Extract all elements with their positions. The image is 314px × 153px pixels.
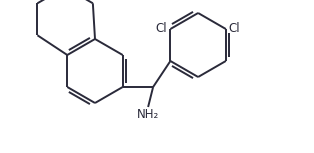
Text: Cl: Cl <box>156 22 167 34</box>
Text: NH₂: NH₂ <box>137 108 159 121</box>
Text: Cl: Cl <box>229 22 241 34</box>
